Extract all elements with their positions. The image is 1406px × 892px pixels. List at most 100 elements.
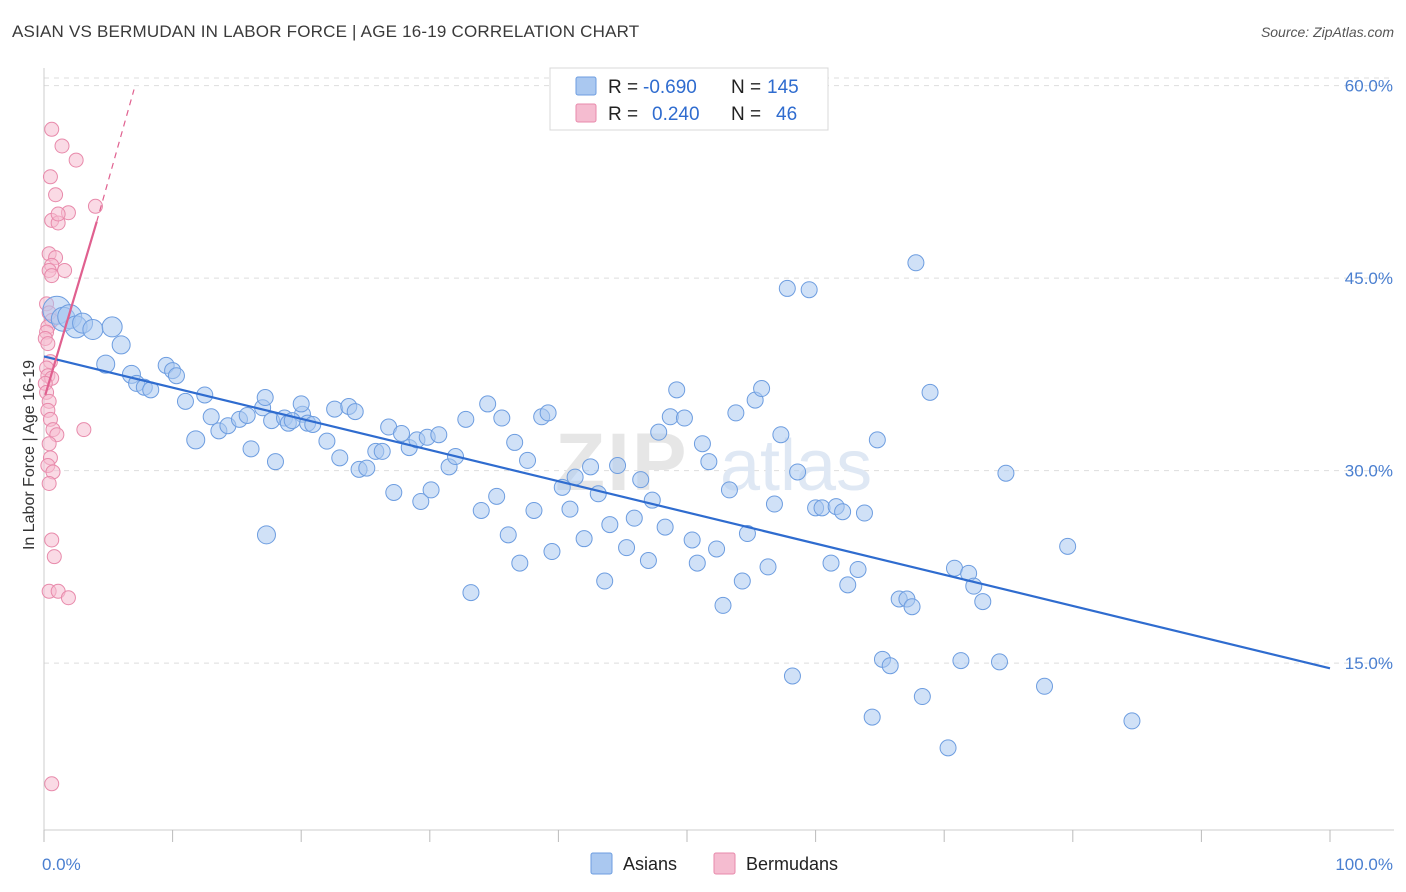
asians-point-46 (385, 483, 403, 501)
asians-point-58 (472, 501, 490, 519)
asians-point-64 (511, 554, 529, 572)
asians-point-113 (839, 576, 857, 594)
asians-point-93 (708, 540, 726, 558)
asians-point-133 (997, 464, 1015, 482)
legend-swatch-bermudans (575, 103, 597, 123)
asians-point-98 (738, 525, 756, 543)
bermudans-trend-extension (96, 89, 135, 222)
asians-point-102 (765, 495, 783, 513)
y-tick-label-2: 45.0% (1345, 269, 1393, 288)
asians-point-50 (412, 492, 430, 510)
asians-point-122 (903, 598, 921, 616)
bermudans-point-0 (44, 121, 60, 137)
asians-point-6 (101, 316, 123, 338)
asians-point-66 (525, 501, 543, 519)
bottom-legend: Asians Bermudans (590, 852, 838, 875)
asians-point-95 (720, 481, 738, 499)
asians-point-115 (855, 504, 873, 522)
asians-point-94 (714, 596, 732, 614)
asians-point-69 (543, 543, 561, 561)
chart-title: ASIAN VS BERMUDAN IN LABOR FORCE | AGE 1… (12, 22, 640, 41)
asians-point-79 (618, 539, 636, 557)
asians-point-101 (759, 558, 777, 576)
asians-point-68 (539, 404, 557, 422)
y-axis-label: In Labor Force | Age 16-19 (21, 360, 38, 550)
asians-point-60 (488, 487, 506, 505)
asians-point-74 (582, 458, 600, 476)
asians-point-59 (479, 395, 497, 413)
asians-point-72 (566, 468, 584, 486)
asians-point-40 (346, 403, 364, 421)
asians-point-73 (575, 530, 593, 548)
asians-point-123 (907, 254, 925, 272)
bermudans-point-9 (87, 198, 103, 214)
asians-point-135 (1059, 537, 1077, 555)
tick-labels: 15.0% 30.0% 45.0% 60.0% 0.0% 100.0% (42, 77, 1393, 874)
asians-point-136 (1123, 712, 1141, 730)
bermudans-point-15 (44, 268, 60, 284)
bermudans-point-22 (40, 336, 56, 352)
asians-point-128 (952, 652, 970, 670)
asians-point-16 (176, 392, 194, 410)
asians-point-37 (326, 400, 344, 418)
grid-lines (44, 77, 1394, 664)
asians-point-75 (589, 485, 607, 503)
legend-n-label-asians: N = (731, 77, 761, 98)
legend-swatch-asians (575, 76, 597, 96)
asians-point-119 (881, 657, 899, 675)
asians-trend-line (43, 355, 1331, 670)
asians-point-38 (331, 449, 349, 467)
asians-point-82 (639, 552, 657, 569)
bottom-legend-label-asians: Asians (623, 854, 677, 874)
y-tick-label-1: 30.0% (1345, 462, 1393, 481)
bermudans-point-34 (41, 436, 57, 452)
asians-point-112 (834, 503, 852, 521)
asians-point-62 (499, 526, 517, 544)
x-tick-label-0: 0.0% (42, 855, 81, 874)
bermudans-point-3 (42, 169, 58, 185)
asians-point-125 (921, 383, 939, 401)
asians-point-15 (167, 367, 185, 385)
asians-point-92 (700, 453, 718, 471)
asians-point-110 (822, 554, 840, 572)
asians-point-117 (868, 431, 886, 449)
asians-point-36 (318, 432, 336, 450)
asians-point-134 (1036, 677, 1054, 695)
bottom-legend-label-bermudans: Bermudans (746, 854, 838, 874)
bottom-legend-swatch-bermudans (713, 852, 736, 875)
asians-point-104 (778, 279, 796, 297)
bermudans-point-35 (76, 422, 92, 438)
asians-point-47 (393, 424, 411, 442)
bermudans-point-1 (54, 138, 70, 154)
bermudans-trend-line (44, 221, 98, 396)
asians-point-107 (800, 281, 818, 299)
asians-point-53 (430, 426, 448, 444)
asians-point-132 (990, 653, 1008, 671)
asians-point-28 (266, 453, 284, 471)
asians-point-116 (863, 708, 881, 726)
legend-r-label-asians: R = (608, 77, 638, 98)
asians-point-114 (849, 560, 867, 578)
asians-point-87 (668, 381, 686, 399)
bermudans-point-45 (44, 776, 60, 792)
asians-point-23 (238, 406, 256, 424)
asians-point-126 (939, 739, 957, 757)
bermudans-point-44 (60, 590, 76, 606)
asians-point-24 (242, 440, 260, 458)
bottom-legend-swatch-asians (590, 852, 613, 875)
asians-point-85 (656, 518, 674, 536)
trend-lines (43, 89, 1331, 670)
asians-point-44 (373, 442, 391, 460)
bermudans-point-4 (48, 187, 64, 203)
asians-point-89 (683, 531, 701, 549)
x-tick-label-1: 100.0% (1335, 855, 1393, 874)
source-label: Source: ZipAtlas.com (1260, 24, 1394, 40)
asians-point-80 (625, 509, 643, 527)
y-tick-label-0: 15.0% (1345, 654, 1393, 673)
bermudans-point-2 (68, 152, 84, 168)
asians-point-78 (609, 457, 627, 475)
legend-r-value-asians: -0.690 (643, 77, 697, 98)
asians-point-71 (561, 500, 579, 518)
asians-point-100 (753, 380, 771, 398)
